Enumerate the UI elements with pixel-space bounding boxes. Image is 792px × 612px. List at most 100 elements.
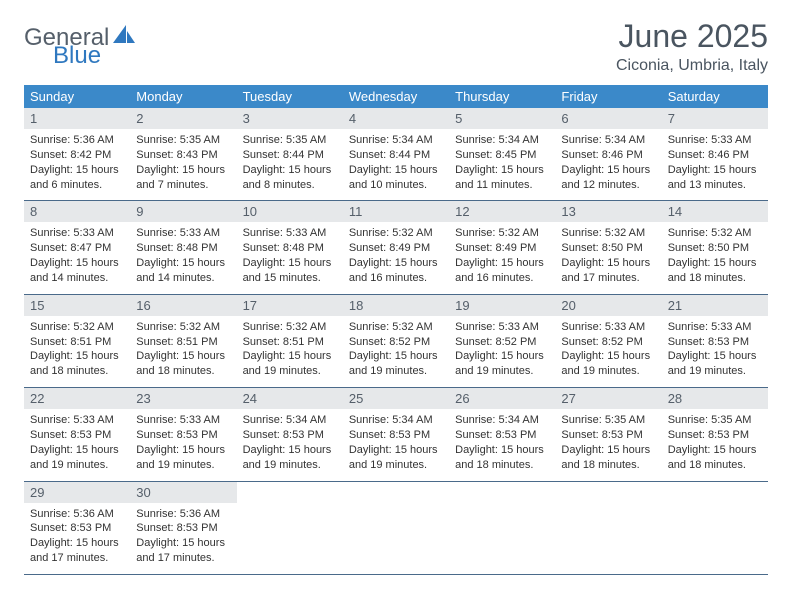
day-number: 9	[130, 201, 236, 222]
day-details: Sunrise: 5:35 AMSunset: 8:43 PMDaylight:…	[130, 129, 236, 200]
calendar-cell: 4Sunrise: 5:34 AMSunset: 8:44 PMDaylight…	[343, 108, 449, 201]
brand-word2: Blue	[53, 42, 101, 70]
day-number: 26	[449, 388, 555, 409]
calendar-cell	[343, 481, 449, 574]
calendar-cell	[555, 481, 661, 574]
day-number: 8	[24, 201, 130, 222]
day-number: 20	[555, 295, 661, 316]
calendar-cell: 12Sunrise: 5:32 AMSunset: 8:49 PMDayligh…	[449, 201, 555, 294]
calendar-cell: 25Sunrise: 5:34 AMSunset: 8:53 PMDayligh…	[343, 388, 449, 481]
calendar-cell: 24Sunrise: 5:34 AMSunset: 8:53 PMDayligh…	[237, 388, 343, 481]
day-details: Sunrise: 5:33 AMSunset: 8:48 PMDaylight:…	[130, 222, 236, 293]
calendar-cell: 9Sunrise: 5:33 AMSunset: 8:48 PMDaylight…	[130, 201, 236, 294]
calendar-cell: 10Sunrise: 5:33 AMSunset: 8:48 PMDayligh…	[237, 201, 343, 294]
day-details: Sunrise: 5:34 AMSunset: 8:53 PMDaylight:…	[449, 409, 555, 480]
day-details: Sunrise: 5:33 AMSunset: 8:52 PMDaylight:…	[449, 316, 555, 387]
day-number: 11	[343, 201, 449, 222]
calendar-cell	[662, 481, 768, 574]
weekday-header: Friday	[555, 85, 661, 108]
day-number: 25	[343, 388, 449, 409]
day-details: Sunrise: 5:32 AMSunset: 8:49 PMDaylight:…	[343, 222, 449, 293]
calendar-cell: 27Sunrise: 5:35 AMSunset: 8:53 PMDayligh…	[555, 388, 661, 481]
calendar-cell	[449, 481, 555, 574]
calendar-cell: 5Sunrise: 5:34 AMSunset: 8:45 PMDaylight…	[449, 108, 555, 201]
day-details: Sunrise: 5:32 AMSunset: 8:51 PMDaylight:…	[237, 316, 343, 387]
weekday-header-row: Sunday Monday Tuesday Wednesday Thursday…	[24, 85, 768, 108]
day-number: 12	[449, 201, 555, 222]
day-number: 21	[662, 295, 768, 316]
calendar-cell: 17Sunrise: 5:32 AMSunset: 8:51 PMDayligh…	[237, 294, 343, 387]
calendar-cell: 7Sunrise: 5:33 AMSunset: 8:46 PMDaylight…	[662, 108, 768, 201]
day-number: 23	[130, 388, 236, 409]
day-number: 24	[237, 388, 343, 409]
day-number: 5	[449, 108, 555, 129]
calendar-cell: 2Sunrise: 5:35 AMSunset: 8:43 PMDaylight…	[130, 108, 236, 201]
day-details: Sunrise: 5:35 AMSunset: 8:53 PMDaylight:…	[555, 409, 661, 480]
calendar-cell: 13Sunrise: 5:32 AMSunset: 8:50 PMDayligh…	[555, 201, 661, 294]
day-details: Sunrise: 5:36 AMSunset: 8:42 PMDaylight:…	[24, 129, 130, 200]
calendar-cell: 28Sunrise: 5:35 AMSunset: 8:53 PMDayligh…	[662, 388, 768, 481]
calendar-cell: 29Sunrise: 5:36 AMSunset: 8:53 PMDayligh…	[24, 481, 130, 574]
day-number: 17	[237, 295, 343, 316]
weekday-header: Tuesday	[237, 85, 343, 108]
calendar-cell: 14Sunrise: 5:32 AMSunset: 8:50 PMDayligh…	[662, 201, 768, 294]
day-details: Sunrise: 5:33 AMSunset: 8:47 PMDaylight:…	[24, 222, 130, 293]
weekday-header: Thursday	[449, 85, 555, 108]
day-number: 27	[555, 388, 661, 409]
day-details: Sunrise: 5:32 AMSunset: 8:52 PMDaylight:…	[343, 316, 449, 387]
month-title: June 2025	[616, 18, 768, 55]
day-number: 14	[662, 201, 768, 222]
day-number: 19	[449, 295, 555, 316]
calendar-cell: 22Sunrise: 5:33 AMSunset: 8:53 PMDayligh…	[24, 388, 130, 481]
day-details: Sunrise: 5:32 AMSunset: 8:51 PMDaylight:…	[24, 316, 130, 387]
calendar-cell: 6Sunrise: 5:34 AMSunset: 8:46 PMDaylight…	[555, 108, 661, 201]
day-details: Sunrise: 5:33 AMSunset: 8:53 PMDaylight:…	[24, 409, 130, 480]
weekday-header: Wednesday	[343, 85, 449, 108]
day-number: 29	[24, 482, 130, 503]
header: General June 2025 Ciconia, Umbria, Italy	[24, 18, 768, 75]
day-number: 4	[343, 108, 449, 129]
calendar-week-row: 22Sunrise: 5:33 AMSunset: 8:53 PMDayligh…	[24, 388, 768, 481]
calendar-cell: 30Sunrise: 5:36 AMSunset: 8:53 PMDayligh…	[130, 481, 236, 574]
day-details: Sunrise: 5:34 AMSunset: 8:44 PMDaylight:…	[343, 129, 449, 200]
day-number: 10	[237, 201, 343, 222]
calendar-cell: 26Sunrise: 5:34 AMSunset: 8:53 PMDayligh…	[449, 388, 555, 481]
day-number: 2	[130, 108, 236, 129]
day-details: Sunrise: 5:34 AMSunset: 8:53 PMDaylight:…	[343, 409, 449, 480]
day-number: 16	[130, 295, 236, 316]
day-details: Sunrise: 5:33 AMSunset: 8:52 PMDaylight:…	[555, 316, 661, 387]
calendar-cell: 21Sunrise: 5:33 AMSunset: 8:53 PMDayligh…	[662, 294, 768, 387]
day-details: Sunrise: 5:34 AMSunset: 8:53 PMDaylight:…	[237, 409, 343, 480]
calendar-cell: 15Sunrise: 5:32 AMSunset: 8:51 PMDayligh…	[24, 294, 130, 387]
day-details: Sunrise: 5:32 AMSunset: 8:51 PMDaylight:…	[130, 316, 236, 387]
day-details: Sunrise: 5:33 AMSunset: 8:53 PMDaylight:…	[662, 316, 768, 387]
calendar-cell: 18Sunrise: 5:32 AMSunset: 8:52 PMDayligh…	[343, 294, 449, 387]
day-details: Sunrise: 5:36 AMSunset: 8:53 PMDaylight:…	[24, 503, 130, 574]
calendar-cell: 3Sunrise: 5:35 AMSunset: 8:44 PMDaylight…	[237, 108, 343, 201]
day-details: Sunrise: 5:33 AMSunset: 8:46 PMDaylight:…	[662, 129, 768, 200]
calendar-cell: 11Sunrise: 5:32 AMSunset: 8:49 PMDayligh…	[343, 201, 449, 294]
day-details: Sunrise: 5:32 AMSunset: 8:50 PMDaylight:…	[662, 222, 768, 293]
day-number: 28	[662, 388, 768, 409]
calendar-cell: 16Sunrise: 5:32 AMSunset: 8:51 PMDayligh…	[130, 294, 236, 387]
weekday-header: Saturday	[662, 85, 768, 108]
day-number: 15	[24, 295, 130, 316]
weekday-header: Sunday	[24, 85, 130, 108]
day-number: 30	[130, 482, 236, 503]
day-details: Sunrise: 5:35 AMSunset: 8:53 PMDaylight:…	[662, 409, 768, 480]
calendar-cell: 19Sunrise: 5:33 AMSunset: 8:52 PMDayligh…	[449, 294, 555, 387]
calendar-week-row: 15Sunrise: 5:32 AMSunset: 8:51 PMDayligh…	[24, 294, 768, 387]
day-number: 1	[24, 108, 130, 129]
calendar-week-row: 1Sunrise: 5:36 AMSunset: 8:42 PMDaylight…	[24, 108, 768, 201]
day-number: 3	[237, 108, 343, 129]
calendar-cell: 1Sunrise: 5:36 AMSunset: 8:42 PMDaylight…	[24, 108, 130, 201]
calendar-cell: 23Sunrise: 5:33 AMSunset: 8:53 PMDayligh…	[130, 388, 236, 481]
day-details: Sunrise: 5:35 AMSunset: 8:44 PMDaylight:…	[237, 129, 343, 200]
day-number: 22	[24, 388, 130, 409]
day-details: Sunrise: 5:32 AMSunset: 8:49 PMDaylight:…	[449, 222, 555, 293]
calendar-cell: 20Sunrise: 5:33 AMSunset: 8:52 PMDayligh…	[555, 294, 661, 387]
day-details: Sunrise: 5:32 AMSunset: 8:50 PMDaylight:…	[555, 222, 661, 293]
calendar-table: Sunday Monday Tuesday Wednesday Thursday…	[24, 85, 768, 575]
day-number: 13	[555, 201, 661, 222]
day-details: Sunrise: 5:33 AMSunset: 8:53 PMDaylight:…	[130, 409, 236, 480]
